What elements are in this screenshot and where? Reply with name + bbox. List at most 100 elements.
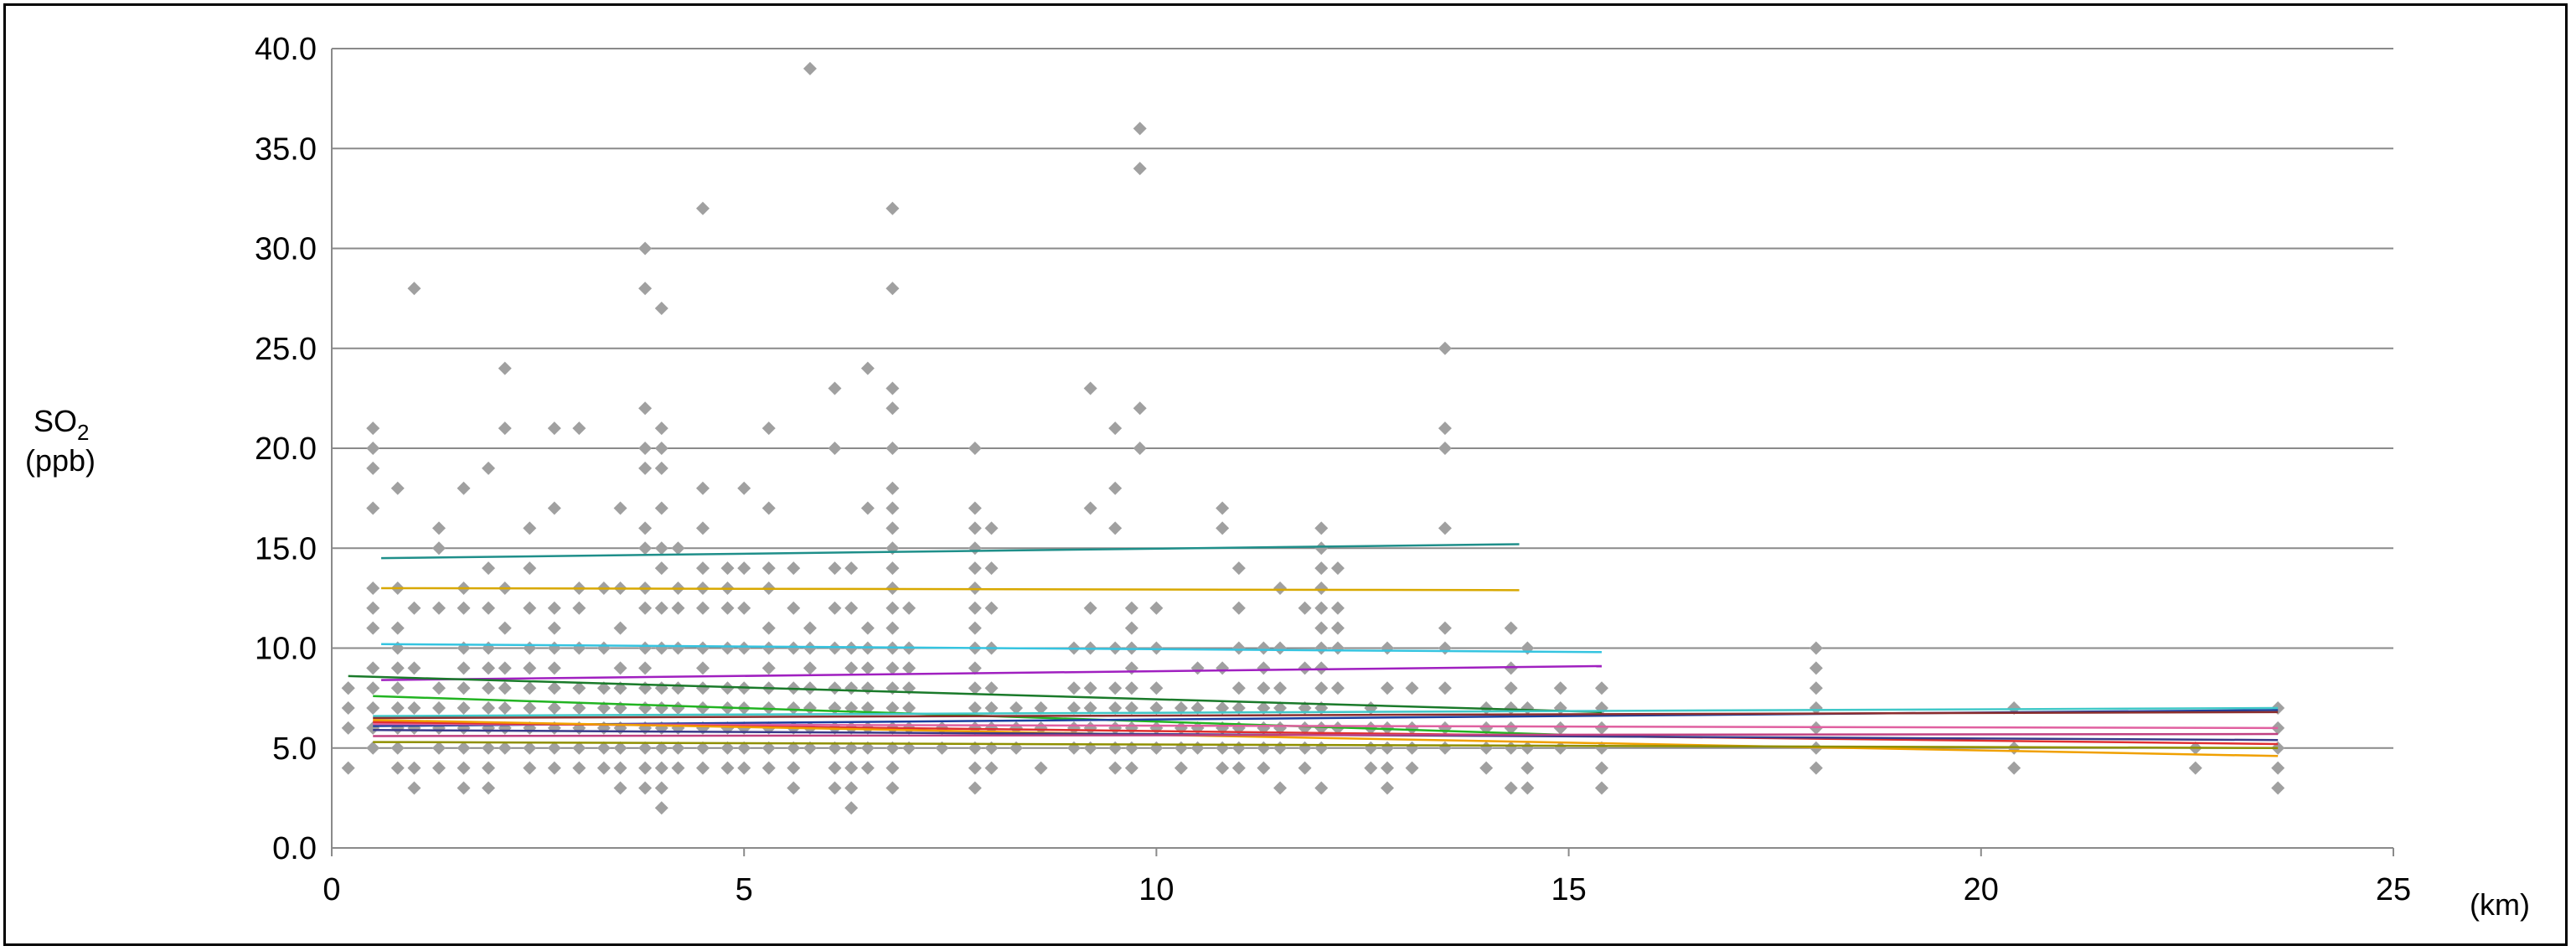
data-point-413 <box>1330 681 1345 695</box>
data-point-441 <box>1479 761 1494 775</box>
data-point-212 <box>787 601 801 615</box>
data-point-314 <box>1034 701 1048 716</box>
data-point-169 <box>695 601 710 615</box>
data-point-345 <box>1124 601 1138 615</box>
data-point-8 <box>366 681 380 695</box>
data-point-27 <box>407 781 421 795</box>
data-point-126 <box>638 661 653 675</box>
x-tick-label-3: 15 <box>1551 872 1586 907</box>
data-point-417 <box>1330 561 1345 576</box>
data-point-183 <box>720 561 735 576</box>
data-point-121 <box>638 761 653 775</box>
data-point-455 <box>1520 701 1535 716</box>
data-point-107 <box>596 681 611 695</box>
data-point-67 <box>498 681 512 695</box>
data-point-442 <box>1479 741 1494 755</box>
data-point-231 <box>828 442 842 455</box>
trendline-0 <box>381 543 1520 560</box>
data-point-117 <box>613 621 627 635</box>
data-point-394 <box>1298 741 1312 755</box>
x-tick-label-4: 20 <box>1964 872 1999 907</box>
trendline-3 <box>381 664 1602 681</box>
data-point-135 <box>638 282 653 296</box>
data-point-176 <box>720 741 735 755</box>
data-point-334 <box>1108 521 1123 535</box>
data-point-298 <box>968 501 982 515</box>
data-point-184 <box>737 761 751 775</box>
data-point-72 <box>498 361 512 375</box>
data-point-326 <box>1083 501 1097 515</box>
data-point-392 <box>1273 581 1288 595</box>
data-point-338 <box>1124 741 1138 755</box>
data-point-189 <box>737 641 751 655</box>
data-point-436 <box>1438 621 1452 635</box>
data-point-134 <box>638 401 653 416</box>
data-point-205 <box>787 781 801 795</box>
data-point-369 <box>1216 521 1230 535</box>
data-point-52 <box>457 481 471 495</box>
data-point-163 <box>695 741 710 755</box>
data-point-290 <box>968 661 982 675</box>
data-point-312 <box>1034 761 1048 775</box>
data-point-156 <box>671 701 685 716</box>
data-point-303 <box>984 701 999 716</box>
data-point-161 <box>671 541 685 556</box>
data-point-255 <box>885 761 900 775</box>
data-point-95 <box>572 741 586 755</box>
data-point-133 <box>638 442 653 455</box>
data-point-235 <box>844 761 859 775</box>
data-point-262 <box>885 621 900 635</box>
data-point-171 <box>695 561 710 576</box>
data-point-379 <box>1257 761 1271 775</box>
data-point-410 <box>1314 541 1329 556</box>
data-point-464 <box>1594 721 1608 735</box>
data-point-346 <box>1133 442 1147 455</box>
data-point-251 <box>860 621 875 635</box>
data-point-44 <box>457 741 471 755</box>
data-point-295 <box>968 561 982 576</box>
data-point-103 <box>596 761 611 775</box>
data-point-236 <box>844 741 859 755</box>
data-point-317 <box>1066 701 1081 716</box>
data-point-50 <box>457 601 471 615</box>
data-point-386 <box>1273 781 1288 795</box>
data-point-380 <box>1257 741 1271 755</box>
data-point-328 <box>1108 761 1123 775</box>
data-point-340 <box>1124 701 1138 716</box>
data-point-145 <box>654 601 669 615</box>
data-point-87 <box>547 681 561 695</box>
data-point-143 <box>654 681 669 695</box>
data-point-138 <box>654 781 669 795</box>
data-point-17 <box>390 761 405 775</box>
data-point-258 <box>885 701 900 716</box>
x-tick-label-0: 0 <box>323 872 340 907</box>
data-point-132 <box>638 461 653 475</box>
x-axis-unit: (km) <box>2470 887 2530 922</box>
data-point-406 <box>1314 621 1329 635</box>
data-point-461 <box>1594 781 1608 795</box>
data-point-446 <box>1504 741 1518 755</box>
data-point-213 <box>787 561 801 576</box>
data-point-12 <box>366 581 380 595</box>
data-point-104 <box>596 741 611 755</box>
data-point-111 <box>613 761 627 775</box>
data-point-58 <box>482 681 496 695</box>
data-point-30 <box>407 701 421 716</box>
data-point-337 <box>1124 761 1138 775</box>
point-layer <box>341 61 2285 815</box>
data-point-419 <box>1364 741 1378 755</box>
y-tick-label-3: 15.0 <box>255 531 317 566</box>
data-point-457 <box>1553 741 1567 755</box>
data-point-306 <box>984 601 999 615</box>
data-point-79 <box>523 641 537 655</box>
data-point-307 <box>984 561 999 576</box>
data-point-253 <box>860 361 875 375</box>
data-point-63 <box>482 461 496 475</box>
data-point-100 <box>572 601 586 615</box>
data-point-122 <box>638 741 653 755</box>
data-point-146 <box>654 561 669 576</box>
data-point-431 <box>1405 681 1419 695</box>
data-point-227 <box>828 681 842 695</box>
data-point-99 <box>572 641 586 655</box>
data-point-395 <box>1298 721 1312 735</box>
